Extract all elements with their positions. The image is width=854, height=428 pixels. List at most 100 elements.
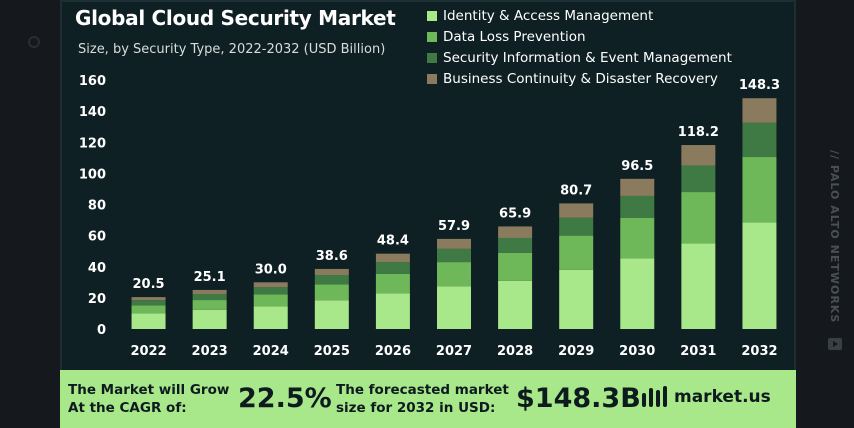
x-tick-label: 2028 bbox=[497, 344, 533, 359]
bar-segment bbox=[559, 235, 594, 270]
bar-segment bbox=[620, 178, 655, 196]
bar-segment bbox=[131, 313, 166, 329]
legend-swatch bbox=[427, 31, 437, 42]
brand-logo: market.us bbox=[640, 384, 771, 410]
bar-segment bbox=[314, 284, 349, 301]
legend-label: Business Continuity & Disaster Recovery bbox=[443, 70, 718, 87]
x-tick-label: 2027 bbox=[436, 344, 472, 359]
x-tick-label: 2025 bbox=[314, 344, 350, 359]
x-tick-label: 2032 bbox=[741, 344, 777, 359]
y-tick-label: 0 bbox=[97, 323, 106, 338]
legend-swatch bbox=[427, 52, 437, 63]
cagr-value: 22.5% bbox=[238, 383, 332, 414]
bar-segment bbox=[559, 203, 594, 218]
bar-segment bbox=[437, 248, 471, 263]
bar-segment bbox=[437, 262, 471, 287]
bar-segment bbox=[620, 258, 655, 329]
forecast-label-line: The forecasted market bbox=[336, 382, 509, 398]
x-tick-label: 2031 bbox=[680, 344, 716, 359]
bar-segment bbox=[131, 305, 166, 314]
cagr-label: The Market will Grow At the CAGR of: bbox=[68, 381, 229, 417]
legend-item-dlp: Data Loss Prevention bbox=[427, 26, 732, 47]
footer-band: The Market will Grow At the CAGR of: 22.… bbox=[60, 370, 796, 428]
market-us-logo-icon bbox=[642, 386, 667, 407]
y-tick-label: 80 bbox=[88, 199, 106, 214]
bar-segment bbox=[192, 289, 227, 294]
bar-segment bbox=[681, 145, 716, 166]
bar-segment bbox=[498, 237, 533, 253]
bar-segment bbox=[620, 217, 655, 259]
bar-segment bbox=[192, 293, 227, 301]
total-data-label: 96.5 bbox=[621, 159, 653, 174]
chart-title: Global Cloud Security Market bbox=[75, 6, 396, 30]
y-tick-label: 120 bbox=[79, 136, 106, 151]
bar-segment bbox=[620, 195, 655, 218]
bar-segment bbox=[375, 293, 410, 329]
bar-segment bbox=[559, 217, 594, 236]
y-tick-label: 40 bbox=[88, 261, 106, 276]
bar-segment bbox=[559, 269, 594, 329]
forecast-value: $148.3B bbox=[516, 383, 641, 414]
x-tick-label: 2029 bbox=[558, 344, 594, 359]
legend-item-identity: Identity & Access Management bbox=[427, 5, 732, 26]
cagr-label-line: The Market will Grow bbox=[68, 382, 230, 398]
bar-segment bbox=[742, 98, 777, 123]
forecast-label: The forecasted market size for 2032 in U… bbox=[336, 381, 509, 417]
bar-segment bbox=[253, 306, 288, 329]
legend-swatch bbox=[427, 73, 437, 84]
total-data-label: 38.6 bbox=[316, 249, 348, 264]
y-tick-label: 100 bbox=[79, 167, 106, 182]
legend-label: Data Loss Prevention bbox=[443, 28, 586, 45]
x-tick-label: 2022 bbox=[130, 344, 166, 359]
total-data-label: 30.0 bbox=[255, 262, 287, 277]
y-tick-label: 140 bbox=[79, 105, 106, 120]
legend-swatch bbox=[427, 10, 437, 21]
cagr-label-line: At the CAGR of: bbox=[68, 400, 187, 416]
bar-segment bbox=[498, 252, 533, 281]
bar-segment bbox=[681, 192, 716, 244]
y-tick-label: 60 bbox=[88, 230, 106, 245]
bar-segment bbox=[498, 226, 533, 238]
total-data-label: 25.1 bbox=[194, 270, 226, 285]
total-data-label: 65.9 bbox=[499, 206, 531, 221]
forecast-label-line: size for 2032 in USD: bbox=[336, 400, 496, 416]
bar-segment bbox=[253, 282, 288, 288]
y-tick-label: 20 bbox=[88, 292, 106, 307]
x-tick-label: 2024 bbox=[253, 344, 289, 359]
bar-segment bbox=[681, 243, 716, 329]
bar-segment bbox=[498, 280, 533, 329]
brand-name: market.us bbox=[674, 387, 771, 407]
x-tick-label: 2023 bbox=[192, 344, 228, 359]
x-tick-label: 2030 bbox=[619, 344, 655, 359]
bar-segment bbox=[742, 222, 777, 329]
bar-segment bbox=[375, 273, 410, 294]
bar-segment bbox=[437, 286, 471, 329]
legend-label: Security Information & Event Management bbox=[443, 49, 732, 66]
bar-segment bbox=[437, 238, 471, 249]
bar-segment bbox=[375, 253, 410, 263]
bar-segment bbox=[131, 297, 166, 301]
chart-legend: Identity & Access Management Data Loss P… bbox=[427, 5, 732, 89]
side-watermark: // PALO ALTO NETWORKS bbox=[827, 150, 843, 350]
bar-segment bbox=[375, 262, 410, 274]
total-data-label: 80.7 bbox=[560, 183, 592, 198]
side-watermark-text: // PALO ALTO NETWORKS bbox=[828, 150, 841, 324]
legend-item-bcdr: Business Continuity & Disaster Recovery bbox=[427, 68, 732, 89]
bar-segment bbox=[681, 165, 716, 193]
total-data-label: 20.5 bbox=[133, 277, 165, 292]
bar-segment bbox=[253, 287, 288, 295]
total-data-label: 148.3 bbox=[739, 78, 780, 93]
bar-segment bbox=[314, 268, 349, 275]
x-tick-label: 2026 bbox=[375, 344, 411, 359]
bar-segment bbox=[253, 294, 288, 307]
y-tick-label: 160 bbox=[79, 74, 106, 89]
bar-segment bbox=[192, 309, 227, 329]
chart-card bbox=[60, 0, 796, 428]
bar-segment bbox=[742, 122, 777, 158]
total-data-label: 48.4 bbox=[377, 234, 409, 249]
total-data-label: 57.9 bbox=[438, 219, 470, 234]
bar-segment bbox=[131, 300, 166, 306]
